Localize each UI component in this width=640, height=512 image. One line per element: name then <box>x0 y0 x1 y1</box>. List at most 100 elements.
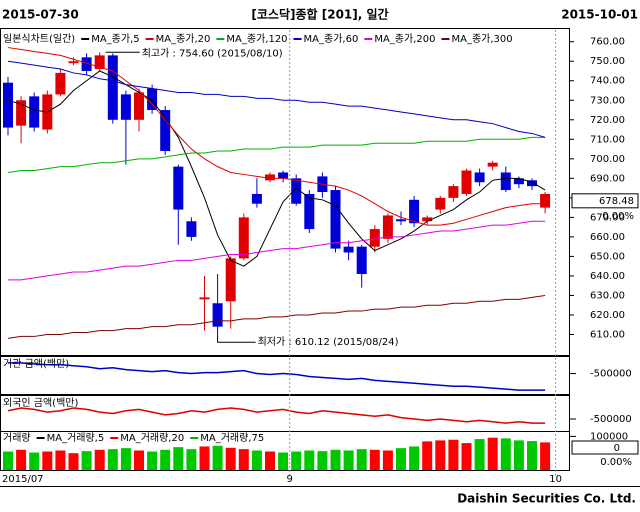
volume-bar <box>474 439 485 470</box>
panel-title: 외국인 금액(백만) <box>3 397 78 409</box>
legend-label: MA_거래량,75 <box>200 432 264 444</box>
candle-body <box>120 94 131 120</box>
candle-body <box>435 197 446 210</box>
panel-frame <box>0 356 570 395</box>
legend-label: MA_종가,5 <box>91 33 139 45</box>
legend-label: MA_종가,60 <box>304 33 359 45</box>
candle-body <box>16 100 27 126</box>
y-tick-label: 750.00 <box>590 56 625 67</box>
volume-bar <box>409 446 420 470</box>
candle-body <box>448 186 459 198</box>
candle-body <box>68 61 79 64</box>
y-tick-label: 630.00 <box>590 290 625 301</box>
volume-bar <box>55 450 66 470</box>
candle-body <box>186 221 197 237</box>
volume-bar <box>42 451 53 470</box>
legend-label: MA_거래량,20 <box>120 432 184 444</box>
y-tick-label: 760.00 <box>590 37 625 48</box>
volume-bar <box>527 441 537 470</box>
volume-bar <box>540 442 551 470</box>
candle-body <box>55 72 66 95</box>
volume-bar <box>120 448 131 470</box>
legend-label: MA_종가,20 <box>156 33 211 45</box>
low-annotation: 최저가 : 610.12 (2015/08/24) <box>258 336 399 348</box>
volume-bar <box>317 451 328 470</box>
volume-bar <box>173 447 184 470</box>
candle-body <box>474 172 485 183</box>
volume-bar <box>68 453 79 470</box>
ma-line <box>7 47 546 226</box>
volume-bar <box>212 445 223 470</box>
volume-bar <box>278 452 289 470</box>
volume-bar <box>186 449 197 470</box>
candle-body <box>527 180 537 187</box>
main-frame <box>0 28 570 356</box>
pointer <box>217 334 256 343</box>
candle-body <box>291 178 302 204</box>
candle-body <box>500 172 511 191</box>
volume-bar <box>448 439 459 470</box>
candle-body <box>199 297 210 300</box>
volume-bar <box>16 449 27 470</box>
legend-label: MA_종가,300 <box>451 33 512 45</box>
y-tick-label: 610.00 <box>590 329 625 340</box>
candle-body <box>94 55 105 70</box>
candle-body <box>3 82 13 128</box>
candle-body <box>487 162 498 167</box>
volume-bar <box>513 440 524 470</box>
y-tick-label: -500000 <box>590 414 632 425</box>
candle-body <box>29 96 40 128</box>
last-change: 0.00% <box>602 211 634 222</box>
y-tick-label: 620.00 <box>590 310 625 321</box>
last-price-box <box>571 193 639 209</box>
last-price: 678.48 <box>599 196 634 207</box>
ma-line <box>7 70 546 267</box>
volume-change: 0.00% <box>600 457 632 468</box>
ma-line <box>7 294 546 339</box>
volume-bar <box>238 449 249 470</box>
volume-bar <box>369 449 380 470</box>
volume-bar <box>356 449 367 470</box>
volume-bar <box>435 440 446 470</box>
y-tick-label: 730.00 <box>590 95 625 106</box>
candle-body <box>343 246 354 253</box>
candle-body <box>513 178 524 185</box>
candle-body <box>251 193 262 204</box>
legend-label: MA_종가,120 <box>226 33 287 45</box>
flow-line <box>7 407 546 424</box>
candle-body <box>225 258 236 302</box>
candle-body <box>238 217 249 259</box>
candle-body <box>330 190 341 249</box>
candle-body <box>212 303 223 327</box>
y-tick-label: 740.00 <box>590 76 625 87</box>
volume-bar <box>134 450 144 470</box>
volume-bar <box>199 446 210 470</box>
last-volume: 0 <box>614 443 620 454</box>
candle-body <box>160 110 171 152</box>
candle-body <box>540 193 551 208</box>
y-tick-label: 650.00 <box>590 251 625 262</box>
candle-body <box>278 172 289 179</box>
volume-bar <box>29 452 40 470</box>
y-tick-label: 700.00 <box>590 154 625 165</box>
panel-title: 거래량 <box>3 432 31 444</box>
candle-body <box>369 229 380 247</box>
volume-bar <box>107 449 118 470</box>
candle-body <box>81 57 92 71</box>
volume-bar <box>81 451 92 470</box>
volume-bar <box>343 450 354 470</box>
candle-body <box>409 199 420 224</box>
volume-bar <box>487 437 498 470</box>
volume-bar <box>291 451 302 470</box>
candle-body <box>134 92 144 120</box>
y-tick-label: 720.00 <box>590 115 625 126</box>
candle-body <box>265 174 275 181</box>
footer: Daishin Securities Co. Ltd. <box>457 492 636 506</box>
x-tick-label: 2015/07 <box>2 474 44 485</box>
y-tick-label: 100000 <box>590 431 628 442</box>
panel-frame <box>0 431 570 471</box>
volume-bar <box>3 451 13 470</box>
volume-bar <box>160 449 171 470</box>
